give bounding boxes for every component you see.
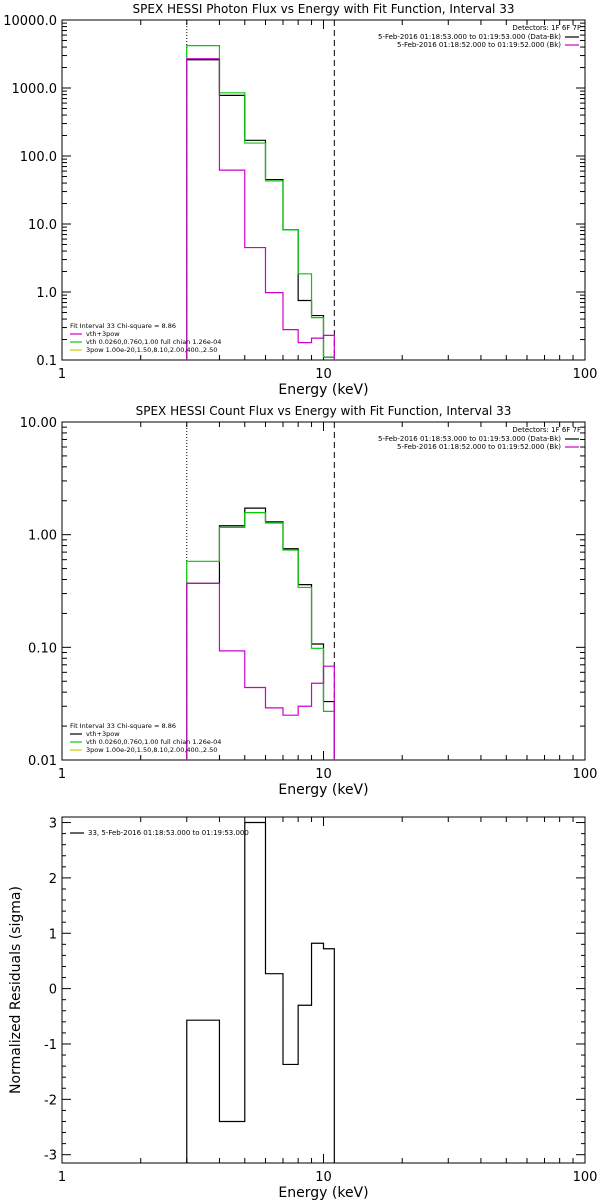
panel-1: SPEX HESSI Photon Flux vs Energy with Fi… xyxy=(3,2,597,398)
panel-3: 1 10 100 -3 -2 -1 0 1 2 3 Energy (keV) Normalized R… xyxy=(8,816,598,1200)
y-tick-label: -2 xyxy=(44,1093,57,1108)
x-axis-label: Energy (keV) xyxy=(278,382,368,398)
y-tick-label: 3 xyxy=(49,817,57,832)
legend-bottom-entry: vth 0.0260,0.760,1.00 full chian 1.26e-0… xyxy=(86,338,221,346)
detectors-label: Detectors: 1F 6F 7F xyxy=(512,24,581,32)
series-3-line xyxy=(186,582,335,760)
x-axis-label: Energy (keV) xyxy=(278,1185,368,1200)
legend-top-entry: 5-Feb-2016 01:18:52.000 to 01:19:52.000 … xyxy=(397,443,561,451)
legend-bottom-entry: vth+3pow xyxy=(86,330,120,338)
y-tick-label: 1.00 xyxy=(28,529,57,544)
legend-bottom-entry: Fit Interval 33 Chi-square = 8.86 xyxy=(70,322,176,330)
legend-top-entry: 5-Feb-2016 01:18:53.000 to 01:19:53.000 … xyxy=(378,435,561,443)
x-tick-label: 10 xyxy=(315,367,332,382)
legend-bottom-entry: 3pow 1.00e-20,1.50,8.10,2.00,400.,2.50 xyxy=(86,346,217,354)
y-tick-label: 10000.0 xyxy=(3,14,57,29)
y-tick-label: 10.00 xyxy=(20,416,57,431)
chart-title: SPEX HESSI Photon Flux vs Energy with Fi… xyxy=(133,2,515,16)
x-tick-label: 100 xyxy=(573,1170,598,1185)
y-tick-label: 0.01 xyxy=(28,754,57,769)
series-3-line xyxy=(186,58,335,360)
legend-top-entry: 5-Feb-2016 01:18:53.000 to 01:19:53.000 … xyxy=(378,33,561,41)
y-axis-label: Normalized Residuals (sigma) xyxy=(8,886,24,1094)
y-tick-label: 0.1 xyxy=(36,354,57,369)
y-tick-label: 10.0 xyxy=(28,218,57,233)
detectors-label: Detectors: 1F 6F 7F xyxy=(512,426,581,434)
legend-top-entry: 5-Feb-2016 01:18:52.000 to 01:19:52.000 … xyxy=(397,41,561,49)
y-tick-label: 0.10 xyxy=(28,641,57,656)
legend-bottom-entry: Fit Interval 33 Chi-square = 8.86 xyxy=(70,722,176,730)
legend-bottom-entry: vth 0.0260,0.760,1.00 full chian 1.26e-0… xyxy=(86,738,221,746)
x-tick-label: 100 xyxy=(573,367,598,382)
legend-top-entry: 33, 5-Feb-2016 01:18:53.000 to 01:19:53.… xyxy=(88,829,249,837)
plot-frame xyxy=(61,816,586,1164)
series-1-line xyxy=(186,821,335,1163)
legend-bottom-entry: 3pow 1.00e-20,1.50,8.10,2.00,400.,2.50 xyxy=(86,746,217,754)
x-tick-label: 1 xyxy=(58,767,66,782)
series-2-line xyxy=(186,511,335,760)
plot-frame xyxy=(61,19,586,361)
y-tick-label: 100.0 xyxy=(20,150,57,165)
series-1-line xyxy=(186,59,335,360)
y-tick-label: 1000.0 xyxy=(12,82,58,97)
series-2-line xyxy=(186,45,335,360)
y-tick-label: 1 xyxy=(49,927,57,942)
y-tick-label: 1.0 xyxy=(36,286,57,301)
x-tick-label: 1 xyxy=(58,367,66,382)
y-tick-label: 0 xyxy=(49,983,57,998)
panel-2: SPEX HESSI Count Flux vs Energy with Fit… xyxy=(20,404,598,798)
y-tick-label: -1 xyxy=(44,1038,57,1053)
y-tick-label: -3 xyxy=(44,1149,57,1164)
x-tick-label: 1 xyxy=(58,1170,66,1185)
x-tick-label: 10 xyxy=(315,767,332,782)
y-tick-label: 2 xyxy=(49,872,57,887)
series-1-line xyxy=(186,507,335,760)
x-tick-label: 100 xyxy=(573,767,598,782)
x-axis-label: Energy (keV) xyxy=(278,782,368,798)
legend-bottom-entry: vth+3pow xyxy=(86,730,120,738)
x-tick-label: 10 xyxy=(315,1170,332,1185)
chart-title: SPEX HESSI Count Flux vs Energy with Fit… xyxy=(136,404,512,418)
